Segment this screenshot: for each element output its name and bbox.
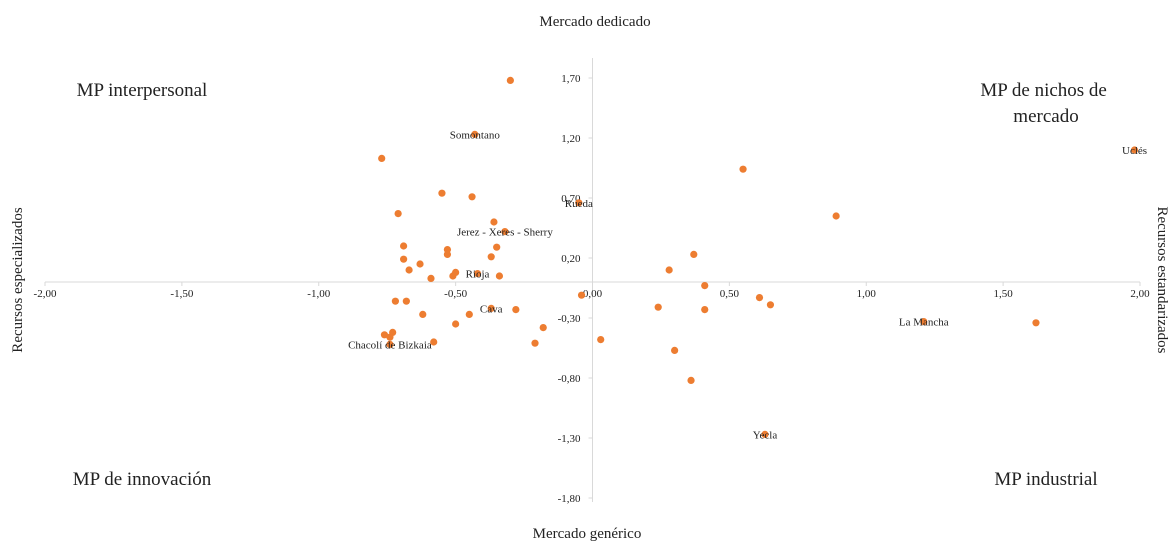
x-tick-label: 1,00 [857,288,877,300]
y-tick-label: -1,80 [558,493,581,505]
right-axis-title: Recursos estandarizados [1154,206,1170,353]
data-point [701,282,709,290]
labeled-data-point [471,130,479,138]
x-tick-label: 1,50 [994,288,1014,300]
data-point [394,210,402,218]
x-tick-label: -1,00 [307,288,330,300]
y-tick-label: 0,20 [561,253,581,265]
data-point [378,154,386,162]
data-point [577,291,586,299]
labeled-data-point [575,199,583,207]
data-point [1032,319,1040,327]
y-tick-label: 1,20 [561,133,581,145]
data-point [430,338,438,346]
data-point [400,255,408,263]
labeled-data-point [487,304,495,312]
data-point [443,250,452,258]
data-point [493,243,501,251]
point-label: Somontano [450,129,501,141]
bottom-axis-title: Mercado genérico [533,526,642,542]
data-point [597,336,605,344]
labeled-data-point [761,430,769,438]
data-point [495,272,504,280]
data-point [391,297,399,305]
y-tick-label: -1,30 [558,433,581,445]
data-point [539,324,547,332]
data-point [452,320,460,328]
data-point [671,346,679,354]
x-tick-label: 2,00 [1130,288,1150,300]
y-tick-label: -0,80 [558,373,581,385]
point-label: Uclés [1122,145,1147,157]
data-point [665,266,673,274]
data-point [701,306,709,314]
data-point [386,333,394,341]
data-point [487,253,495,261]
point-label: Rioja [466,269,490,281]
quadrant-label-bottom-right: MP industrial [994,469,1097,490]
data-point [512,306,520,314]
data-point [405,266,413,274]
data-points [378,76,1139,438]
data-point [766,301,775,309]
quadrant-label-top-right: MP de nichos de mercado [980,80,1111,127]
y-tick-labels: 1,701,200,700,20-0,30-0,80-1,30-1,80 [558,73,593,505]
x-tick-label: 0,50 [720,288,740,300]
point-label: Cava [480,303,503,315]
data-point [449,272,457,280]
data-point [400,242,408,250]
quadrant-label-bottom-left: MP de innovación [73,469,212,490]
data-point [690,250,698,258]
data-point [419,310,427,318]
point-label: Jerez - Xeres - Sherry [457,227,553,239]
labeled-data-point [386,340,394,348]
point-label: Chacolí de Bizkaia [348,339,432,351]
point-labels: Somontano Uclés Rueda Jerez - Xeres - Sherr… [348,129,1147,441]
point-label: Rueda [565,198,593,210]
y-tick-label: 1,70 [561,73,581,85]
point-label: La Mancha [899,317,949,329]
x-tick-label: -0,50 [444,288,467,300]
axes [45,58,1140,502]
x-tick-label: -2,00 [34,288,57,300]
data-point [506,76,514,84]
labeled-data-point [1130,146,1139,154]
data-point [654,303,662,311]
data-point [465,310,473,318]
data-point [468,193,476,201]
labeled-data-point [920,318,928,326]
data-point [755,294,764,302]
labeled-data-point [473,270,482,278]
x-tick-labels: -2,00 -1,50 -1,00 -0,50 0,00 0,50 1,00 1,50 2,00 [34,282,1150,300]
quadrant-label-top-left: MP interpersonal [77,80,208,101]
data-point [438,189,446,197]
top-axis-title: Mercado dedicado [539,14,650,30]
data-point [402,297,410,305]
y-tick-label: -0,30 [558,313,581,325]
data-point [427,274,435,282]
data-point [687,376,695,384]
data-point [739,165,747,173]
x-tick-label: 0,00 [583,288,603,300]
data-point [832,212,840,220]
point-label: Yecla [753,429,778,441]
data-point [380,331,389,339]
x-tick-label: -1,50 [170,288,193,300]
left-axis-title: Recursos especializados [10,207,26,353]
data-point [490,218,498,226]
data-point [416,260,424,268]
data-point [531,339,539,347]
labeled-data-point [501,228,509,236]
